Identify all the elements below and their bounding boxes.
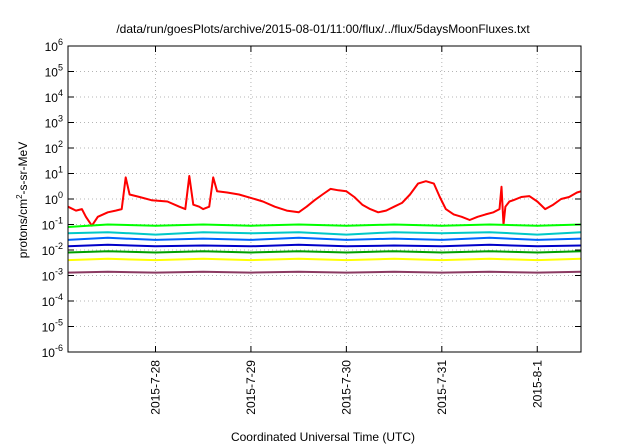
y-label-rest: -s-sr-MeV xyxy=(16,142,30,195)
y-tick-base: 10 xyxy=(45,66,59,80)
x-ticks: 2015-7-28 2015-7-29 2015-7-30 2015-7-31 2015… xyxy=(148,46,544,415)
x-tick-label: 2015-7-29 xyxy=(244,360,258,415)
y-tick-label: 10-3 xyxy=(42,267,63,284)
y-tick-base: 10 xyxy=(45,117,59,131)
series-line-1 xyxy=(67,175,582,227)
y-tick-base: 10 xyxy=(45,168,59,182)
y-tick-base: 10 xyxy=(42,346,56,360)
chart-title: /data/run/goesPlots/archive/2015-08-01/1… xyxy=(116,22,530,36)
series-layer xyxy=(67,175,582,274)
y-tick-exp: -4 xyxy=(55,292,63,302)
y-tick-label: 10-2 xyxy=(42,241,63,258)
y-tick-base: 10 xyxy=(42,244,56,258)
series-line-6 xyxy=(67,250,582,254)
y-tick-label: 102 xyxy=(45,139,63,156)
y-tick-base: 10 xyxy=(45,142,59,156)
y-tick-base: 10 xyxy=(42,270,56,284)
y-tick-exp: -3 xyxy=(55,267,63,277)
series-line-7 xyxy=(67,257,582,262)
y-tick-label: 104 xyxy=(45,88,63,105)
series-line-5 xyxy=(67,243,582,248)
y-tick-exp: 1 xyxy=(58,165,63,175)
y-tick-exp: 4 xyxy=(58,88,63,98)
y-tick-label: 100 xyxy=(45,190,63,207)
y-tick-exp: 5 xyxy=(58,63,63,73)
y-tick-label: 10-1 xyxy=(42,216,63,233)
y-tick-label: 106 xyxy=(45,37,63,54)
grid xyxy=(68,46,581,352)
y-tick-label: 105 xyxy=(45,63,63,80)
y-label-base: protons/cm xyxy=(16,199,30,258)
x-tick-label: 2015-8-1 xyxy=(530,360,544,408)
y-tick-exp: 0 xyxy=(58,190,63,200)
y-tick-exp: 3 xyxy=(58,114,63,124)
y-tick-label: 101 xyxy=(45,165,63,182)
y-axis-label: protons/cm2-s-sr-MeV xyxy=(15,142,30,258)
y-tick-base: 10 xyxy=(42,295,56,309)
y-tick-label: 103 xyxy=(45,114,63,131)
series-line-4 xyxy=(67,236,582,241)
y-tick-exp: 2 xyxy=(58,139,63,149)
series-line-2 xyxy=(67,223,582,228)
y-label-sup: 2 xyxy=(15,194,24,199)
y-tick-base: 10 xyxy=(45,193,59,207)
series-line-3 xyxy=(67,231,582,236)
y-tick-base: 10 xyxy=(42,321,56,335)
y-tick-base: 10 xyxy=(45,40,59,54)
y-tick-exp: -5 xyxy=(55,318,63,328)
y-tick-label: 10-6 xyxy=(42,343,63,360)
y-ticks: 10-610-510-410-310-210-11001011021031041… xyxy=(42,37,581,360)
y-tick-label: 10-5 xyxy=(42,318,63,335)
y-tick-label: 10-4 xyxy=(42,292,63,309)
y-tick-base: 10 xyxy=(42,219,56,233)
y-tick-exp: -1 xyxy=(55,216,63,226)
x-tick-label: 2015-7-30 xyxy=(339,360,353,415)
y-tick-exp: -2 xyxy=(55,241,63,251)
y-tick-exp: 6 xyxy=(58,37,63,47)
series-line-8 xyxy=(67,270,582,274)
x-tick-label: 2015-7-28 xyxy=(148,360,162,415)
y-tick-base: 10 xyxy=(45,91,59,105)
x-axis-label: Coordinated Universal Time (UTC) xyxy=(231,430,415,444)
y-tick-exp: -6 xyxy=(55,343,63,353)
x-tick-label: 2015-7-31 xyxy=(435,360,449,415)
